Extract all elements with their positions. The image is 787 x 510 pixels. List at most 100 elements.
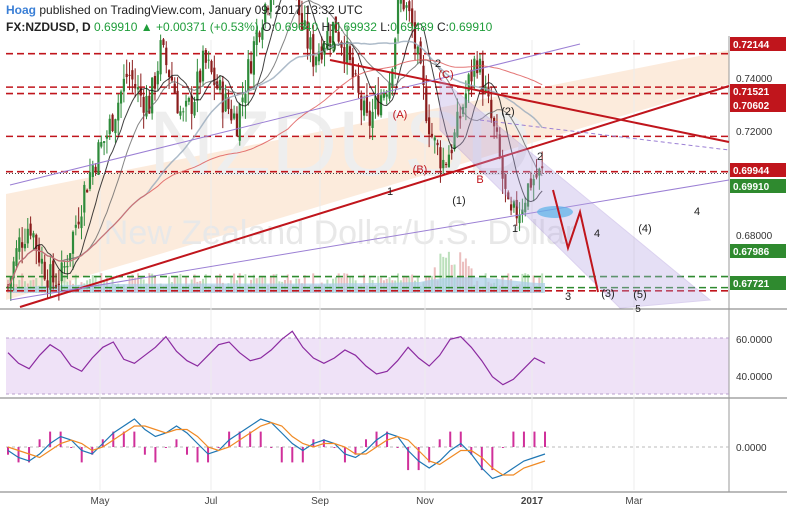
projected-path <box>552 189 599 293</box>
candle-body <box>363 100 366 116</box>
wave-label: (A) <box>393 109 408 121</box>
wave-label: 4 <box>594 228 600 240</box>
candle-body <box>182 111 185 113</box>
candle-body <box>46 280 49 288</box>
up-arrow-icon: ▲ <box>140 20 153 34</box>
candle-body <box>317 51 320 62</box>
macd-histogram-bar <box>59 431 62 447</box>
macd-histogram-bar <box>49 431 52 447</box>
rising-trendline <box>19 85 730 308</box>
macd-histogram-bar <box>480 447 483 471</box>
candle-body <box>501 157 504 179</box>
candle-body <box>224 93 227 112</box>
candle-body <box>201 50 205 82</box>
candle-body <box>348 46 352 61</box>
volume-bar <box>32 279 35 293</box>
candle-body <box>360 95 363 111</box>
candle-body <box>170 76 174 81</box>
wave-label: (1) <box>452 195 465 207</box>
wave-label: 1 <box>512 223 518 235</box>
candle-body <box>190 95 193 114</box>
candle-body <box>244 93 247 103</box>
candle-body <box>470 69 473 82</box>
symbol-name[interactable]: FX:NZDUSD, D <box>6 20 91 34</box>
candle-body <box>323 47 326 55</box>
candle-body <box>255 29 258 45</box>
candle-body <box>442 159 445 169</box>
macd-histogram-bar <box>196 447 199 463</box>
candle-body <box>408 1 411 12</box>
volume-bar <box>151 273 154 293</box>
candle-body <box>162 39 165 45</box>
watermark-name: New Zealand Dollar/U.S. Dollar <box>104 214 576 252</box>
candle-body <box>88 172 92 189</box>
candle-body <box>467 74 470 92</box>
macd-histogram-bar <box>143 447 146 455</box>
candle-body <box>139 87 142 96</box>
upper-channel-line <box>9 43 581 186</box>
macd-histogram-bar <box>133 431 136 447</box>
candle-body <box>476 60 479 74</box>
candle-body <box>436 142 439 146</box>
candle-body <box>413 22 417 49</box>
candle-body <box>21 242 24 248</box>
moving-average-line <box>7 0 543 288</box>
volume-bar <box>445 257 448 293</box>
candle-body <box>151 77 154 114</box>
candle-body <box>430 133 434 137</box>
high-label: H: <box>321 20 334 34</box>
macd-histogram-bar <box>301 447 304 463</box>
candle-body <box>391 69 394 87</box>
candle-body <box>439 147 442 169</box>
candle-body <box>326 30 329 49</box>
candle-body <box>119 91 123 104</box>
candle-body <box>419 41 422 64</box>
candle-body <box>337 31 340 42</box>
candle-body <box>114 119 117 134</box>
published-text: published on TradingView.com, January 09… <box>39 3 363 17</box>
candle-body <box>142 96 145 113</box>
wave-label: (B) <box>413 164 428 176</box>
candle-body <box>529 178 532 188</box>
volume-bar <box>459 252 462 293</box>
volume-bar <box>439 253 442 293</box>
close-label: C: <box>436 20 449 34</box>
macd-histogram-bar <box>512 431 515 447</box>
volume-ma-area <box>8 277 545 293</box>
candle-body <box>235 113 239 137</box>
candle-body <box>258 32 261 38</box>
macd-histogram-bar <box>544 431 546 447</box>
candle-body <box>509 204 513 211</box>
volume-bar <box>343 273 346 293</box>
candle-body <box>351 57 354 78</box>
candle-body <box>18 237 21 252</box>
x-tick-label: Nov <box>416 496 434 507</box>
candle-body <box>261 27 264 40</box>
brand-name[interactable]: Hoag <box>6 3 36 17</box>
candle-body <box>111 114 114 132</box>
candle-body <box>309 37 312 50</box>
candle-body <box>269 0 272 12</box>
candle-body <box>218 79 222 91</box>
wave-label: 2 <box>435 58 441 70</box>
macd-histogram-bar <box>186 447 188 455</box>
candle-body <box>368 110 371 126</box>
y-tick-label: 0.74000 <box>736 74 773 85</box>
candle-body <box>173 83 176 94</box>
macd-histogram-bar <box>175 439 178 447</box>
low-value: 0.69489 <box>390 20 434 34</box>
candle-body <box>148 95 151 114</box>
candle-body <box>518 214 521 224</box>
candle-body <box>357 75 360 93</box>
wave-label: (5) <box>633 289 646 301</box>
candle-body <box>464 93 467 108</box>
candle-body <box>105 135 109 139</box>
wave-label: 3 <box>565 291 571 303</box>
volume-bar <box>464 258 467 293</box>
macd-signal-line <box>7 421 546 476</box>
macd-histogram-bar <box>533 431 536 447</box>
publisher-line: Hoag published on TradingView.com, Janua… <box>6 3 363 17</box>
price-level-text: 0.67721 <box>733 279 770 290</box>
volume-bar <box>238 273 241 293</box>
